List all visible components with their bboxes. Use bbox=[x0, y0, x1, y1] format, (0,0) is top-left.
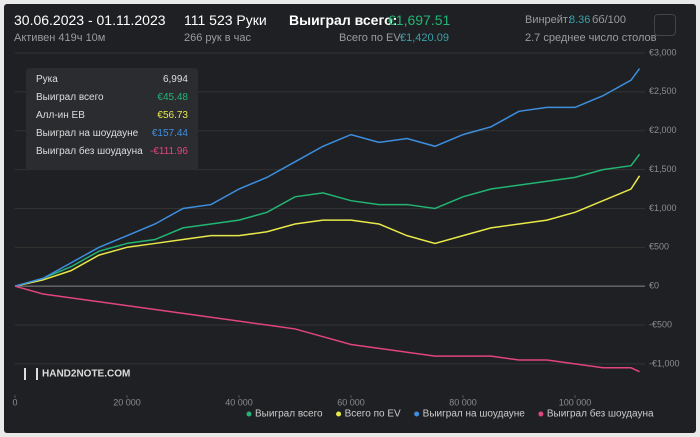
legend-label: Выиграл без шоудауна bbox=[547, 408, 654, 420]
series-line bbox=[14, 153, 641, 287]
tooltip-value: €45.48 bbox=[157, 92, 188, 103]
y-tick-label: €2,500 bbox=[649, 86, 677, 96]
tooltip-value: €56.73 bbox=[157, 110, 188, 121]
logo-text: HAND2NOTE.COM bbox=[42, 368, 131, 380]
tooltip-label: Рука bbox=[36, 74, 58, 85]
y-tick-label: -€1,000 bbox=[649, 358, 680, 368]
legend-marker bbox=[538, 411, 544, 417]
legend-marker bbox=[414, 411, 420, 417]
tooltip: Рука 6,994 Выиграл всего €45.48 Алл-ин EB €56… bbox=[26, 68, 198, 170]
hands-per-hour: 266 рук в час bbox=[184, 32, 252, 44]
x-tick-label: 80 000 bbox=[449, 397, 477, 407]
series-line bbox=[14, 68, 641, 287]
legend-label: Выиграл всего bbox=[255, 409, 323, 420]
ev-value: €1,420.09 bbox=[400, 32, 449, 44]
tooltip-value: 6,994 bbox=[162, 74, 188, 85]
winrate-label: Винрейт: bbox=[525, 14, 572, 26]
ev-label: Всего по EV: bbox=[339, 32, 404, 44]
y-tick-label: -€500 bbox=[649, 319, 672, 329]
won-label: Выиграл всего: bbox=[289, 12, 398, 28]
series-line bbox=[14, 175, 641, 287]
y-tick-label: €3,000 bbox=[649, 47, 677, 57]
legend-label: Выиграл на шоудауне bbox=[423, 409, 526, 420]
legend-marker bbox=[336, 411, 342, 417]
period: 30.06.2023 - 01.11.2023 bbox=[14, 12, 166, 28]
tooltip-label: Выиграл без шоудауна bbox=[36, 146, 143, 157]
x-tick-label: 60 000 bbox=[337, 397, 365, 407]
x-tick-label: 20 000 bbox=[113, 397, 141, 407]
tooltip-row: Рука 6,994 bbox=[36, 74, 188, 85]
series-line bbox=[14, 285, 640, 373]
y-tick-label: €500 bbox=[649, 242, 669, 252]
tooltip-value: -€111.96 bbox=[150, 146, 188, 157]
card: -€1,000 -€500 €0 €500 €1,000 €1,500 €2,000 €2,5… bbox=[4, 4, 696, 433]
winrate-value: 8.36 bbox=[569, 14, 591, 26]
x-tick-label: 100 000 bbox=[559, 397, 592, 407]
y-tick-label: €2,000 bbox=[649, 125, 677, 135]
tooltip-row: Выиграл без шоудауна -€111.96 bbox=[36, 146, 188, 157]
hands: 111 523 Руки bbox=[184, 12, 267, 28]
settings-button[interactable] bbox=[654, 14, 676, 36]
chart: -€1,000 -€500 €0 €500 €1,000 €1,500 €2,000 €2,5… bbox=[12, 47, 680, 420]
legend-marker bbox=[246, 411, 252, 417]
active: Активен 419ч 10м bbox=[14, 32, 106, 44]
winrate-unit: бб/100 bbox=[592, 14, 627, 26]
tooltip-label: Алл-ин EB bbox=[36, 110, 85, 121]
legend-label: Всего по EV bbox=[345, 409, 401, 420]
tooltip-value: €157.44 bbox=[151, 128, 188, 139]
y-tick-label: €0 bbox=[649, 281, 659, 291]
won-value: €1,697.51 bbox=[388, 12, 451, 28]
tables: 2.7 среднее число столов bbox=[525, 32, 657, 44]
logo: HAND2NOTE.COM bbox=[24, 368, 130, 380]
tooltip-row: Алл-ин EB €56.73 bbox=[36, 110, 188, 121]
tooltip-row: Выиграл на шоудауне €157.44 bbox=[36, 128, 188, 139]
tooltip-label: Выиграл всего bbox=[36, 92, 104, 103]
y-tick-label: €1,000 bbox=[649, 203, 677, 213]
tooltip-label: Выиграл на шоудауне bbox=[36, 128, 139, 139]
x-tick-label: 0 bbox=[12, 397, 17, 407]
tooltip-row: Выиграл всего €45.48 bbox=[36, 92, 188, 103]
y-tick-label: €1,500 bbox=[649, 164, 677, 174]
x-tick-label: 40 000 bbox=[225, 397, 253, 407]
